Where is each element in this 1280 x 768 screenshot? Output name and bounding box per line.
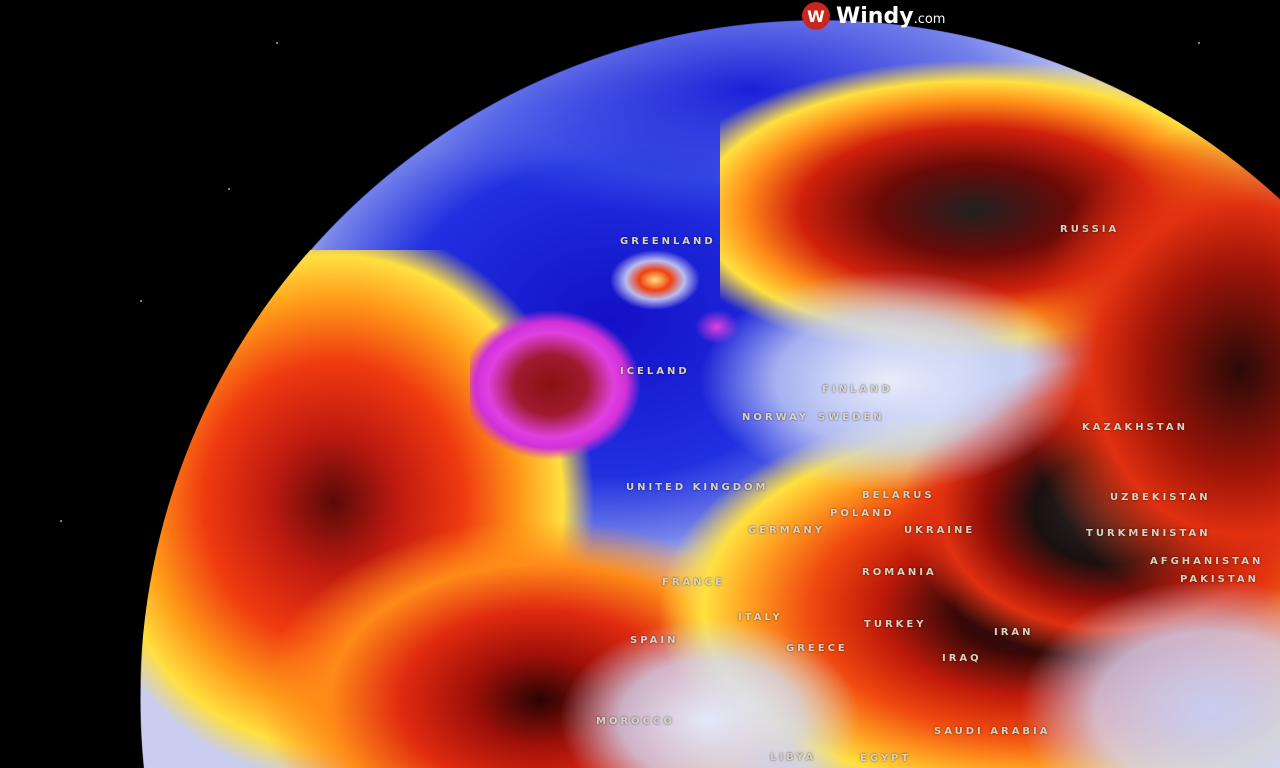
country-label: FINLAND (822, 384, 893, 395)
country-label: TURKEY (864, 619, 927, 630)
country-label: TURKMENISTAN (1086, 528, 1211, 539)
country-label: ICELAND (620, 366, 690, 377)
small-vortex (695, 310, 739, 344)
neutral-north-africa (560, 620, 860, 768)
country-label: AFGHANISTAN (1150, 556, 1264, 567)
country-label: IRAN (994, 627, 1034, 638)
country-label: FRANCE (662, 577, 725, 588)
neutral-scandinavia (700, 270, 1080, 490)
country-label: UZBEKISTAN (1110, 492, 1211, 503)
star (60, 520, 62, 522)
country-label: BELARUS (862, 490, 935, 501)
neutral-arabia (1020, 580, 1280, 768)
country-label: SAUDI ARABIA (934, 726, 1051, 737)
country-label: IRAQ (942, 653, 982, 664)
country-label: NORWAY (742, 412, 810, 423)
star (1198, 42, 1200, 44)
country-label: GERMANY (748, 525, 826, 536)
country-label: SPAIN (630, 635, 679, 646)
country-label: ITALY (738, 612, 783, 623)
country-label: ROMANIA (862, 567, 937, 578)
country-label: GREECE (786, 643, 848, 654)
country-label: GREENLAND (620, 236, 716, 247)
windy-logo-text: Windy.com (836, 3, 946, 29)
country-label: UNITED KINGDOM (626, 482, 769, 493)
country-label: LIBYA (770, 752, 817, 763)
windy-logo[interactable]: W Windy.com (802, 2, 945, 30)
star (276, 42, 278, 44)
country-label: SWEDEN (818, 412, 885, 423)
country-label: PAKISTAN (1180, 574, 1259, 585)
storm-vortex (470, 310, 650, 460)
country-label: POLAND (830, 508, 895, 519)
windy-logo-icon: W (802, 2, 830, 30)
country-label: UKRAINE (904, 525, 976, 536)
star (140, 300, 142, 302)
country-label: MOROCCO (596, 716, 675, 727)
greenland-heat (610, 250, 700, 310)
country-label: KAZAKHSTAN (1082, 422, 1188, 433)
star (228, 188, 230, 190)
country-label: RUSSIA (1060, 224, 1120, 235)
country-label: EGYPT (860, 753, 912, 764)
